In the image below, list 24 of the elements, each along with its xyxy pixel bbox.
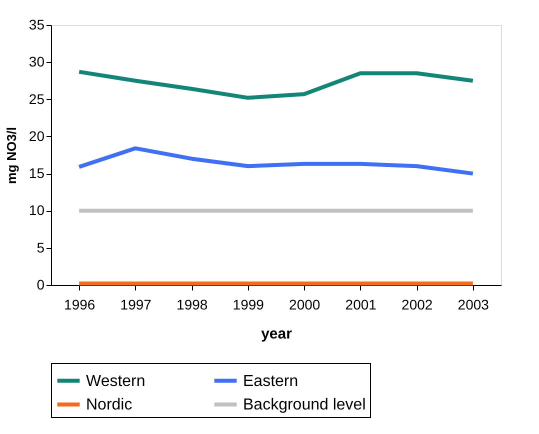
legend-label: Western	[86, 372, 146, 390]
line-series	[77, 70, 475, 100]
y-tick-label: 20	[28, 128, 45, 144]
x-axis-title: year	[261, 326, 292, 342]
x-tick-label: 1997	[120, 296, 152, 312]
y-tick-label: 30	[28, 54, 45, 70]
y-tick-label: 25	[28, 90, 45, 107]
x-tick-label: 2001	[345, 296, 377, 312]
x-tick-label: 2003	[458, 296, 490, 312]
x-tick-label: 1998	[176, 296, 208, 312]
x-tick-label: 1996	[64, 296, 96, 312]
legend-label: Nordic	[86, 396, 132, 414]
legend-label: Background level	[243, 396, 366, 414]
x-tick-label: 2002	[402, 296, 433, 312]
y-tick-label: 10	[28, 202, 45, 218]
x-tick-label: 2000	[289, 296, 320, 312]
y-tick-label: 5	[36, 239, 45, 256]
y-tick-label: 35	[28, 16, 45, 32]
y-tick-label: 0	[36, 276, 45, 292]
line-series	[77, 146, 475, 176]
legend-label: Eastern	[243, 372, 298, 390]
y-axis-title: mg NO3/l	[4, 126, 19, 184]
x-tick-label: 1999	[232, 296, 264, 312]
y-tick-label: 15	[28, 165, 45, 182]
